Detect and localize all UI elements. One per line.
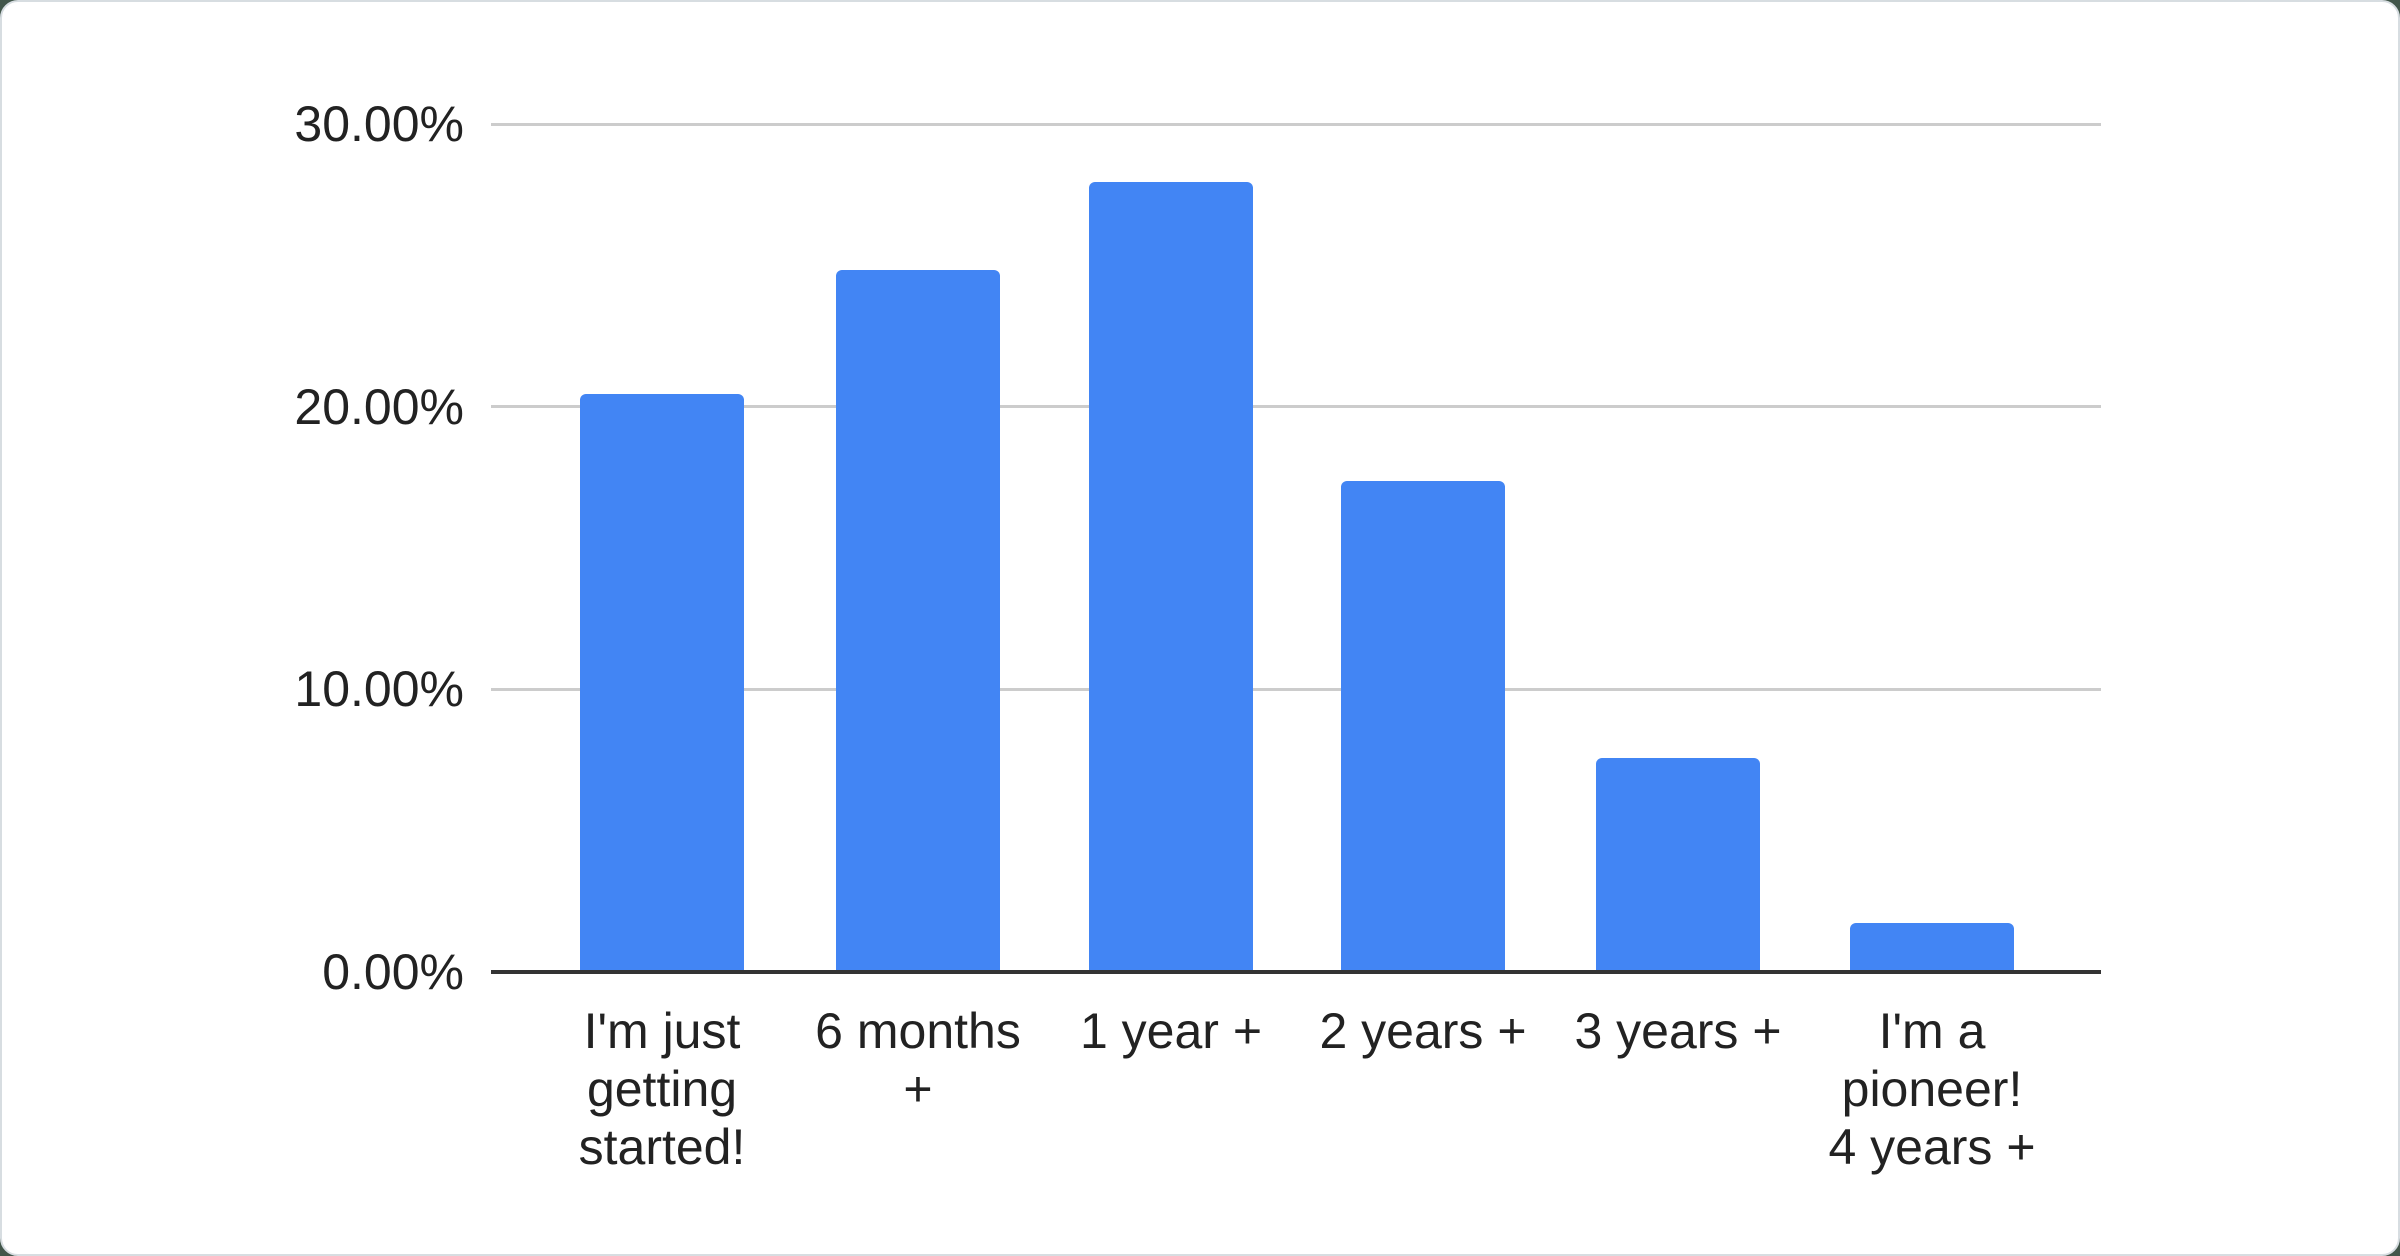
x-axis-line: [491, 969, 2101, 974]
x-axis-label: 3 years +: [1574, 1003, 1782, 1059]
bar[interactable]: [1341, 481, 1505, 971]
bar[interactable]: [836, 270, 1000, 971]
x-axis-label: 1 year +: [1079, 1003, 1263, 1059]
bar[interactable]: [1596, 758, 1760, 971]
gridline: [491, 687, 2101, 691]
y-axis-label: 20.00%: [294, 378, 464, 435]
y-axis-label: 30.00%: [294, 96, 464, 152]
gridline: [491, 405, 2101, 408]
x-axis-label: 6 months +: [815, 1003, 1021, 1117]
gridline: [491, 122, 2101, 126]
x-axis-label: 2 years +: [1319, 1003, 1527, 1059]
bar[interactable]: [1089, 181, 1253, 971]
bar[interactable]: [580, 394, 744, 971]
x-axis-label: I'm just getting started!: [578, 1003, 746, 1175]
bar[interactable]: [1850, 923, 2014, 971]
x-axis-label: I'm a pioneer! 4 years +: [1828, 1003, 2036, 1175]
y-axis-label: 0.00%: [322, 943, 464, 1000]
y-axis-label: 10.00%: [294, 661, 464, 717]
